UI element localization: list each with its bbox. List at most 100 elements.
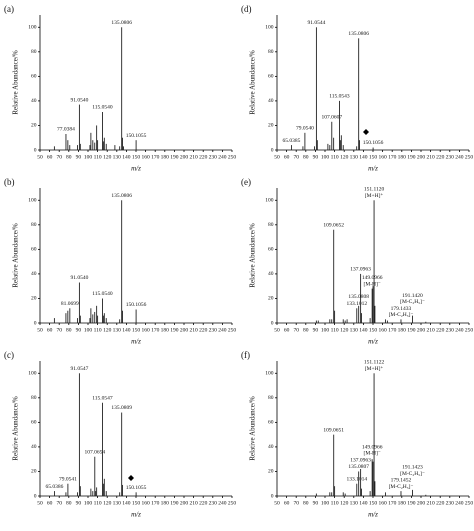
y-tick-label: 80 <box>31 222 37 228</box>
x-tick-label: 180 <box>161 500 170 506</box>
x-tick-label: 210 <box>189 327 198 333</box>
x-tick-label: 150 <box>132 500 141 506</box>
y-tick-label: 20 <box>268 296 274 302</box>
x-tick-label: 110 <box>94 327 102 333</box>
x-tick-label: 240 <box>218 327 227 333</box>
x-tick-label: 60 <box>47 327 53 333</box>
x-tick-label: 170 <box>388 500 397 506</box>
x-axis-label: m/z <box>131 511 141 519</box>
peak-label: 91.0540 <box>70 97 88 103</box>
y-axis-label: Relative Abundance/% <box>249 396 257 461</box>
x-tick-label: 230 <box>209 154 218 160</box>
peak-label: 91.0547 <box>70 366 88 372</box>
y-tick-label: 40 <box>268 98 274 104</box>
x-tick-label: 230 <box>209 500 218 506</box>
peak-label: 137.0963 <box>350 267 371 273</box>
x-tick-label: 210 <box>189 154 198 160</box>
x-axis-label: m/z <box>368 511 378 519</box>
peak-label: 179.1433 <box>391 306 412 312</box>
y-axis-label: Relative Abundance/% <box>12 50 20 115</box>
peak-label: 150.1056 <box>363 140 384 146</box>
peak-label: 133.1012 <box>346 301 367 307</box>
x-tick-label: 250 <box>228 500 237 506</box>
y-tick-label: 60 <box>31 247 37 253</box>
marker <box>128 475 134 481</box>
x-tick-label: 50 <box>37 500 43 506</box>
y-tick-label: 20 <box>31 296 37 302</box>
x-tick-label: 180 <box>398 500 407 506</box>
y-axis-label: Relative Abundance/% <box>12 223 20 288</box>
panel-label: (c) <box>4 350 14 360</box>
peak-label: 135.0806 <box>348 31 369 37</box>
x-tick-label: 190 <box>407 154 416 160</box>
panel-label: (d) <box>241 4 252 14</box>
x-tick-label: 140 <box>359 327 368 333</box>
marker <box>363 129 369 135</box>
x-tick-label: 150 <box>132 154 141 160</box>
x-tick-label: 240 <box>455 154 464 160</box>
peak-label: 135.0809 <box>111 405 132 411</box>
x-tick-label: 110 <box>94 154 102 160</box>
x-tick-label: 60 <box>284 500 290 506</box>
x-tick-label: 110 <box>331 500 339 506</box>
peak-label: 109.0652 <box>323 222 344 228</box>
peak-label: 135.0806 <box>111 193 132 199</box>
x-tick-label: 120 <box>340 327 349 333</box>
peak-label: 149.0966 <box>362 445 383 451</box>
y-tick-label: 100 <box>28 198 37 204</box>
y-tick-label: 80 <box>268 222 274 228</box>
x-tick-label: 150 <box>132 327 141 333</box>
panel-label: (b) <box>4 177 15 187</box>
peak-label: 150.1055 <box>126 133 147 139</box>
x-tick-label: 250 <box>465 327 474 333</box>
x-tick-label: 120 <box>340 154 349 160</box>
x-tick-label: 70 <box>56 327 62 333</box>
x-tick-label: 130 <box>113 500 122 506</box>
x-tick-label: 110 <box>94 500 102 506</box>
x-tick-label: 100 <box>321 500 330 506</box>
peak-label: [M+H]⁺ <box>365 192 384 199</box>
peak-label: 151.1120 <box>364 187 385 193</box>
y-tick-label: 0 <box>271 147 274 153</box>
x-tick-label: 110 <box>331 154 339 160</box>
x-tick-label: 150 <box>369 500 378 506</box>
x-tick-label: 160 <box>378 154 387 160</box>
x-tick-label: 130 <box>350 327 359 333</box>
x-tick-label: 120 <box>340 500 349 506</box>
peak-label: 191.1423 <box>402 465 423 471</box>
y-tick-label: 40 <box>31 271 37 277</box>
peak-label: 135.0807 <box>348 464 369 470</box>
y-tick-label: 0 <box>34 320 37 326</box>
peak-label: 81.0699 <box>61 301 79 307</box>
x-tick-label: 80 <box>66 500 72 506</box>
x-tick-label: 70 <box>293 154 299 160</box>
y-tick-label: 0 <box>34 147 37 153</box>
x-tick-label: 170 <box>151 154 160 160</box>
peak-label: 151.1122 <box>364 360 385 366</box>
y-tick-label: 0 <box>271 493 274 499</box>
x-tick-label: 130 <box>113 154 122 160</box>
x-tick-label: 180 <box>398 327 407 333</box>
peak-label: 77.0384 <box>57 127 75 133</box>
x-tick-label: 170 <box>151 500 160 506</box>
y-tick-label: 40 <box>31 444 37 450</box>
x-tick-label: 190 <box>170 154 179 160</box>
x-tick-label: 60 <box>284 327 290 333</box>
y-tick-label: 60 <box>268 247 274 253</box>
x-tick-label: 90 <box>313 500 319 506</box>
peak-label: [M+H]⁺ <box>365 365 384 372</box>
peak-label: 135.0806 <box>111 20 132 26</box>
peak-label: 107.0607 <box>321 114 342 120</box>
y-axis-label: Relative Abundance/% <box>249 223 257 288</box>
x-tick-label: 120 <box>103 154 112 160</box>
x-tick-label: 240 <box>455 500 464 506</box>
peak-label: 91.0540 <box>70 275 88 281</box>
x-tick-label: 150 <box>369 327 378 333</box>
x-tick-label: 100 <box>321 154 330 160</box>
x-tick-label: 230 <box>209 327 218 333</box>
x-tick-label: 160 <box>141 154 150 160</box>
y-tick-label: 0 <box>34 493 37 499</box>
x-tick-label: 60 <box>47 154 53 160</box>
y-tick-label: 40 <box>31 98 37 104</box>
y-tick-label: 60 <box>268 420 274 426</box>
